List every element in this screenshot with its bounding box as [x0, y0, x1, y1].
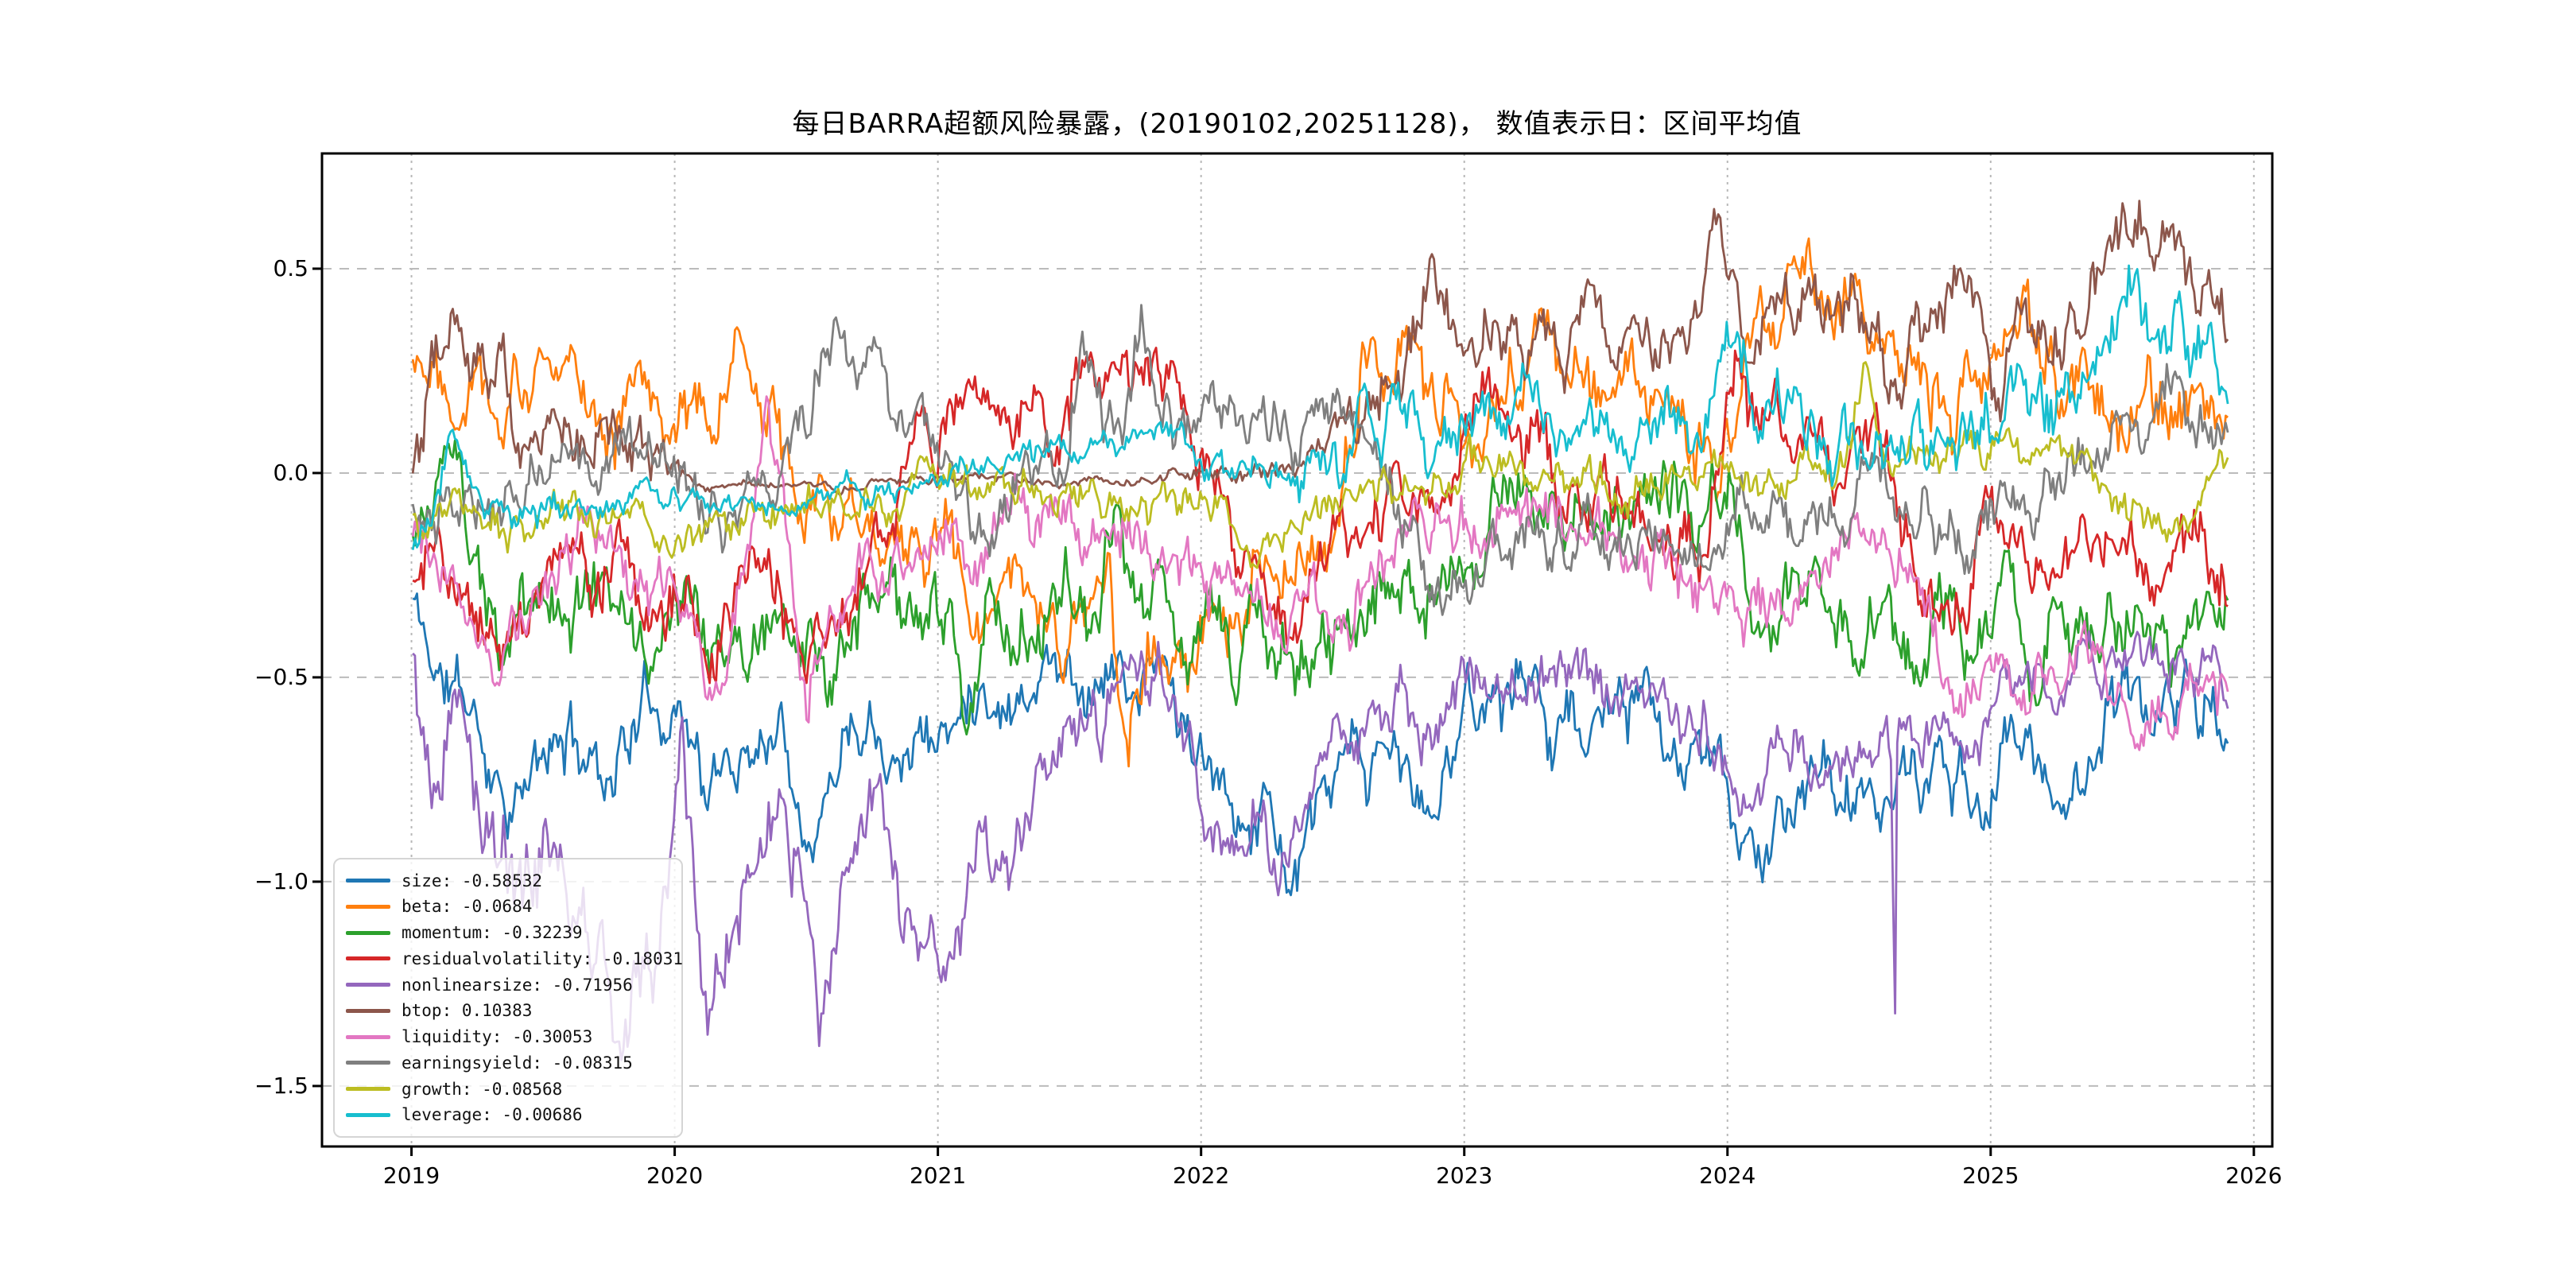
legend-item-btop: btop: 0.10383	[346, 999, 670, 1023]
y-tick-label: 0.5	[273, 254, 308, 281]
legend-line-sample	[346, 1112, 390, 1117]
x-tick-label: 2023	[1436, 1162, 1493, 1189]
legend-line-sample	[346, 1008, 390, 1013]
y-tick-label: −0.5	[254, 663, 308, 690]
legend-item-momentum: momentum: -0.32239	[346, 921, 670, 945]
series-lines	[411, 200, 2229, 1061]
legend-label: size: -0.58532	[402, 871, 543, 890]
x-tick-label: 2024	[1699, 1162, 1756, 1189]
series-line-leverage	[411, 264, 2229, 550]
legend-item-leverage: leverage: -0.00686	[346, 1103, 670, 1127]
y-tick-label: −1.5	[254, 1072, 308, 1099]
axes-spines	[320, 152, 2274, 1148]
legend-line-sample	[346, 983, 390, 987]
legend-label: growth: -0.08568	[402, 1079, 563, 1099]
x-tick-label: 2026	[2225, 1162, 2283, 1189]
legend-line-sample	[346, 1061, 390, 1065]
x-tick-label: 2025	[1962, 1162, 2019, 1189]
series-line-momentum	[411, 439, 2229, 736]
series-line-nonlinearsize	[412, 630, 2229, 1061]
series-line-beta	[411, 237, 2229, 768]
legend-label: leverage: -0.00686	[402, 1105, 583, 1125]
legend-item-size: size: -0.58532	[346, 868, 670, 893]
legend-item-earningsyield: earningsyield: -0.08315	[346, 1050, 670, 1075]
legend-line-sample	[346, 930, 390, 935]
legend-item-beta: beta: -0.0684	[346, 894, 670, 919]
legend-item-nonlinearsize: nonlinearsize: -0.71956	[346, 972, 670, 997]
x-tick-label: 2019	[382, 1162, 440, 1189]
legend-line-sample	[346, 956, 390, 961]
series-line-growth	[412, 361, 2229, 569]
legend: size: -0.58532 beta: -0.0684 momentum: -0.…	[333, 858, 683, 1138]
series-line-btop	[411, 200, 2229, 497]
x-tick-label: 2022	[1173, 1162, 1230, 1189]
legend-line-sample	[346, 904, 390, 909]
legend-line-sample	[346, 1087, 390, 1092]
legend-label: btop: 0.10383	[402, 1001, 533, 1021]
legend-line-sample	[346, 879, 390, 883]
x-tick-label: 2021	[909, 1162, 967, 1189]
legend-line-sample	[346, 1034, 390, 1039]
y-tick-label: −1.0	[254, 867, 308, 894]
gridlines	[322, 153, 2272, 1146]
legend-item-growth: growth: -0.08568	[346, 1077, 670, 1101]
series-line-earningsyield	[411, 304, 2229, 616]
legend-label: earningsyield: -0.08315	[402, 1053, 633, 1073]
series-line-size	[412, 592, 2229, 897]
legend-label: nonlinearsize: -0.71956	[402, 975, 633, 995]
plot-border	[320, 152, 2274, 1148]
legend-label: liquidity: -0.30053	[402, 1027, 593, 1047]
legend-label: residualvolatility: -0.18031	[402, 949, 684, 968]
series-line-residualvolatility	[412, 347, 2229, 685]
series-line-liquidity	[411, 395, 2229, 751]
tick-marks	[312, 267, 2256, 1156]
x-tick-label: 2020	[646, 1162, 704, 1189]
legend-item-liquidity: liquidity: -0.30053	[346, 1025, 670, 1049]
y-tick-label: 0.0	[273, 459, 308, 486]
chart-title: 每日BARRA超额风险暴露，(20190102,20251128)， 数值表示日…	[792, 108, 1802, 140]
legend-label: momentum: -0.32239	[402, 923, 583, 943]
legend-label: beta: -0.0684	[402, 897, 533, 917]
legend-item-residualvolatility: residualvolatility: -0.18031	[346, 946, 683, 971]
